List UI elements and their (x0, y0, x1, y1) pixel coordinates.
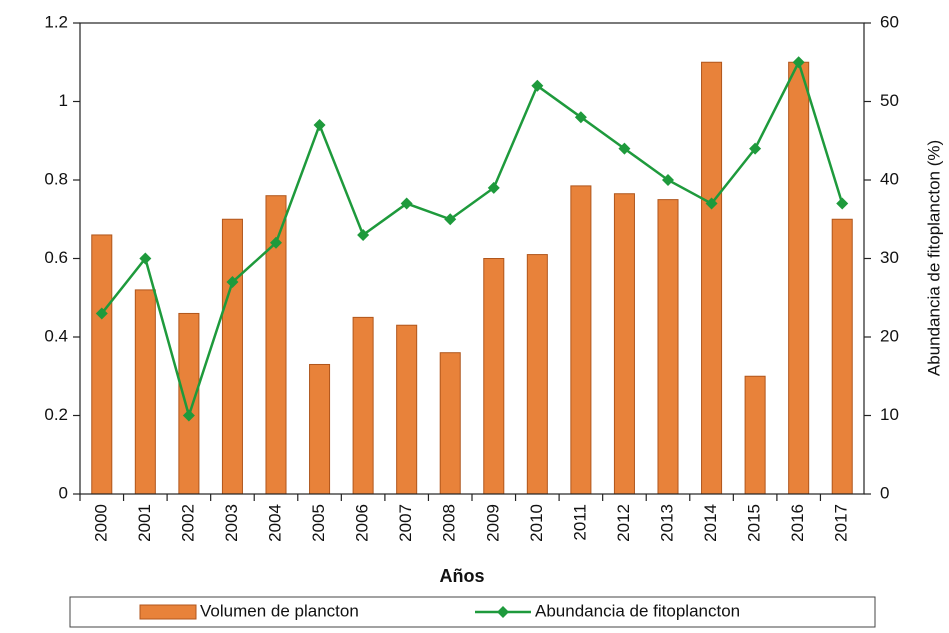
y2-tick-label: 50 (880, 91, 899, 110)
x-tick-label: 2005 (309, 504, 328, 542)
bar (657, 199, 679, 495)
marker (400, 197, 413, 210)
x-axis-label: Años (440, 566, 485, 586)
bar (613, 193, 635, 495)
marker (444, 213, 457, 226)
marker (95, 307, 108, 320)
bar (396, 324, 418, 495)
x-tick-label: 2008 (440, 504, 459, 542)
bar (352, 316, 374, 495)
y-tick-label: 1.2 (44, 12, 68, 31)
x-tick-label: 2013 (657, 504, 676, 542)
bar (221, 218, 243, 495)
y-tick-label: 0.4 (44, 326, 68, 345)
legend-swatch (139, 604, 197, 620)
marker (531, 79, 544, 92)
y2-tick-label: 20 (880, 326, 899, 345)
bar (831, 218, 853, 495)
bar (439, 352, 461, 495)
marker (792, 56, 805, 69)
x-tick-label: 2015 (745, 504, 764, 542)
marker (574, 111, 587, 124)
marker (705, 197, 718, 210)
plot-frame (79, 22, 865, 495)
y2-tick-label: 30 (880, 248, 899, 267)
bar (134, 289, 156, 495)
x-tick-label: 2001 (135, 504, 154, 542)
marker (313, 119, 326, 132)
y2-tick-label: 60 (880, 12, 899, 31)
marker (836, 197, 849, 210)
marker (270, 236, 282, 249)
marker (618, 142, 631, 155)
bar (178, 312, 200, 495)
legend-box (69, 596, 876, 628)
x-tick-label: 2010 (527, 504, 546, 542)
marker (182, 409, 195, 422)
legend-label: Abundancia de fitoplancton (535, 601, 740, 620)
marker (226, 276, 239, 289)
bar (701, 61, 723, 495)
bar (744, 375, 766, 495)
marker (749, 142, 762, 155)
y-tick-label: 0.8 (44, 169, 68, 188)
line (100, 58, 844, 420)
marker (139, 252, 152, 265)
x-tick-label: 2017 (832, 504, 851, 542)
y-tick-label: 1 (59, 91, 68, 110)
x-tick-label: 2007 (396, 504, 415, 542)
bar (570, 185, 592, 495)
x-tick-label: 2012 (614, 504, 633, 542)
x-tick-label: 2016 (788, 504, 807, 542)
bar (788, 61, 810, 495)
y-tick-label: 0.2 (44, 405, 68, 424)
x-tick-label: 2014 (701, 504, 720, 542)
y-tick-label: 0.6 (44, 248, 68, 267)
y2-axis-label: Abundancia de fitoplancton (%) (924, 140, 943, 376)
x-tick-label: 2004 (265, 504, 284, 542)
marker (487, 181, 500, 194)
legend-label: Volumen de plancton (200, 601, 359, 620)
bar (309, 363, 331, 495)
x-tick-label: 2003 (222, 504, 241, 542)
x-tick-label: 2002 (178, 504, 197, 542)
x-tick-label: 2006 (353, 504, 372, 542)
legend-marker (497, 606, 509, 618)
x-tick-label: 2011 (570, 504, 589, 541)
marker (662, 174, 674, 186)
bar (483, 258, 505, 495)
y2-tick-label: 10 (880, 405, 899, 424)
marker (357, 228, 370, 241)
y2-tick-label: 0 (880, 483, 889, 502)
x-tick-label: 2000 (91, 504, 110, 542)
bar (526, 254, 548, 495)
y-tick-label: 0 (59, 483, 68, 502)
y2-tick-label: 40 (880, 169, 899, 188)
bar (91, 234, 113, 495)
x-tick-label: 2009 (483, 504, 502, 542)
